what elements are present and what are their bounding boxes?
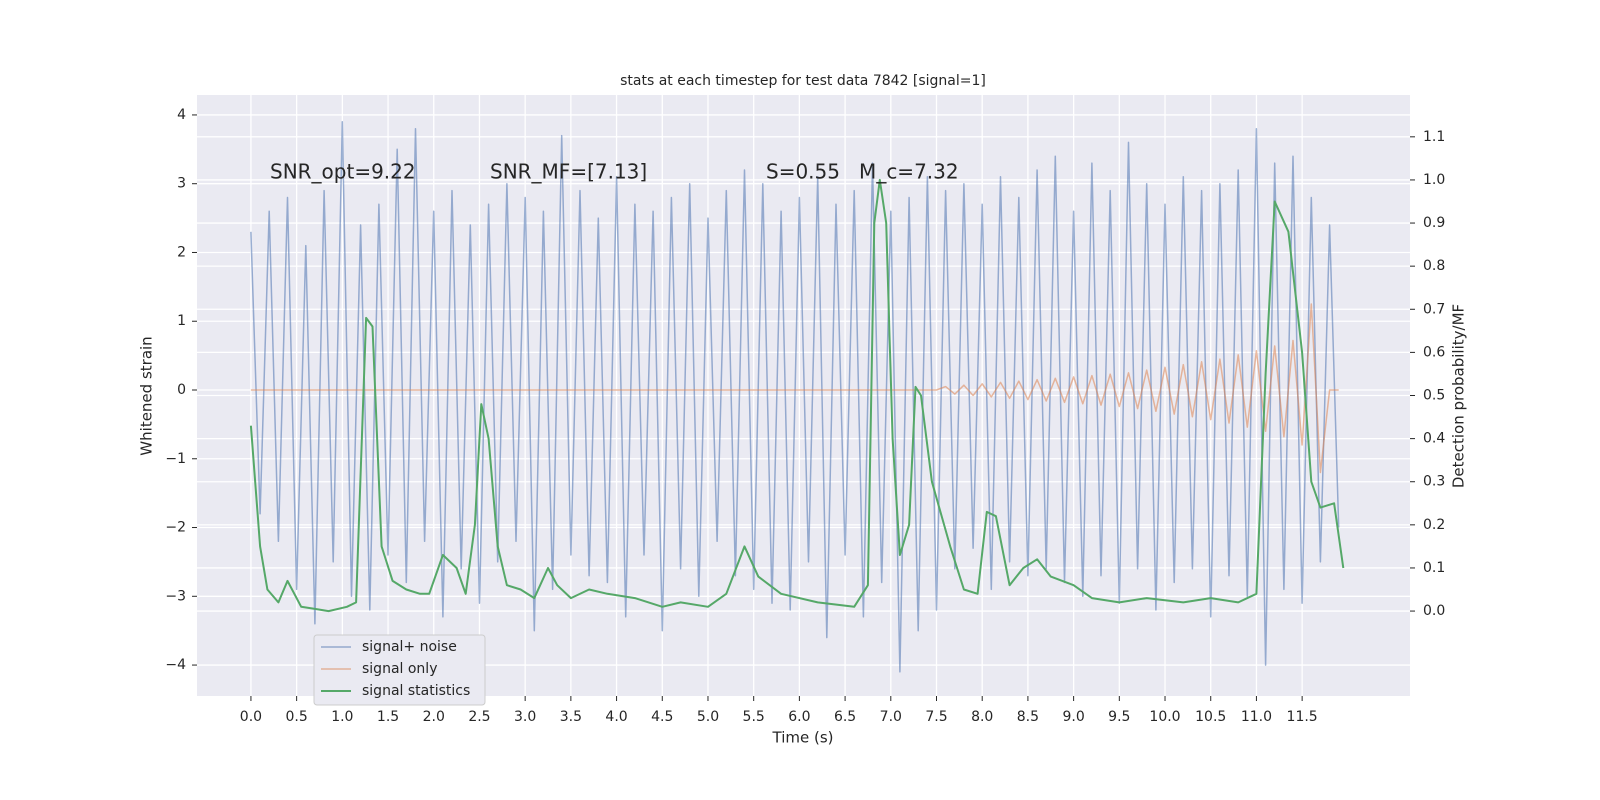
y2-tick-label: 0.8 <box>1423 258 1445 274</box>
annotation: S=0.55 M_c=7.32 <box>766 160 959 184</box>
legend-label: signal only <box>362 661 437 677</box>
x-tick-label: 0.0 <box>240 709 262 725</box>
x-tick-label: 5.0 <box>697 709 719 725</box>
legend-box <box>313 634 486 706</box>
y2-tick-label: 1.0 <box>1423 172 1445 188</box>
x-tick-label: 11.0 <box>1241 709 1272 725</box>
x-tick-label: 9.0 <box>1062 709 1084 725</box>
y2-axis-label: Detection probability/MF <box>1450 304 1468 488</box>
x-tick-label: 8.5 <box>1017 709 1039 725</box>
x-tick-label: 2.5 <box>468 709 490 725</box>
x-tick-label: 11.5 <box>1287 709 1318 725</box>
x-tick-label: 1.5 <box>377 709 399 725</box>
x-tick-label: 10.0 <box>1149 709 1180 725</box>
series-line <box>249 178 1345 613</box>
chart-title: stats at each timestep for test data 784… <box>620 73 986 89</box>
series-line <box>250 303 1339 474</box>
annotation: SNR_opt=9.22 <box>270 160 416 184</box>
x-tick-label: 8.0 <box>971 709 993 725</box>
y-tick-label: 2 <box>177 244 186 260</box>
y-tick-label: 1 <box>177 313 186 329</box>
x-tick-label: 7.5 <box>925 709 947 725</box>
y2-tick-label: 0.5 <box>1423 388 1445 404</box>
x-tick-label: 6.0 <box>788 709 810 725</box>
x-tick-label: 7.0 <box>880 709 902 725</box>
x-tick-label: 0.5 <box>286 709 308 725</box>
y2-tick-label: 0.9 <box>1423 215 1445 231</box>
legend-label: signal statistics <box>362 683 470 699</box>
ticks: 0.0 0.5 1.0 1.5 2.0 2.5 3.0 3.5 4.0 4.5 5.0 5.5 6.0 6… <box>165 107 1445 725</box>
x-tick-label: 5.5 <box>743 709 765 725</box>
x-tick-label: 10.5 <box>1195 709 1226 725</box>
y-tick-label: 3 <box>177 176 186 192</box>
y-tick-label: −4 <box>165 657 186 673</box>
x-tick-label: 4.0 <box>605 709 627 725</box>
y-tick-label: −1 <box>165 451 186 467</box>
y-tick-label: −2 <box>165 520 186 536</box>
y-axis-label: Whitened strain <box>138 336 156 455</box>
y2-tick-label: 0.2 <box>1423 517 1445 533</box>
y2-tick-label: 0.1 <box>1423 560 1445 576</box>
x-tick-label: 3.0 <box>514 709 536 725</box>
annotation: SNR_MF=[7.13] <box>490 160 647 184</box>
y-tick-label: 4 <box>177 107 186 123</box>
x-tick-label: 9.5 <box>1108 709 1130 725</box>
y-tick-label: −3 <box>165 588 186 604</box>
marks <box>249 121 1345 673</box>
y2-tick-label: 0.3 <box>1423 474 1445 490</box>
annotations: SNR_opt=9.22 SNR_MF=[7.13] S=0.55 M_c=7.32 <box>270 160 959 184</box>
series-line <box>250 121 1340 673</box>
legend-label: signal+ noise <box>362 639 457 655</box>
x-tick-label: 6.5 <box>834 709 856 725</box>
x-axis-label: Time (s) <box>772 729 834 747</box>
x-tick-label: 1.0 <box>331 709 353 725</box>
x-tick-label: 4.5 <box>651 709 673 725</box>
y2-tick-label: 0.0 <box>1423 603 1445 619</box>
x-tick-label: 2.0 <box>423 709 445 725</box>
y2-tick-label: 0.4 <box>1423 431 1445 447</box>
y2-tick-label: 0.6 <box>1423 344 1445 360</box>
x-tick-label: 3.5 <box>560 709 582 725</box>
y-tick-label: 0 <box>177 382 186 398</box>
legend: signal+ noise signal only signal statistic… <box>313 634 486 706</box>
y2-tick-label: 1.1 <box>1423 129 1445 145</box>
y2-tick-label: 0.7 <box>1423 301 1445 317</box>
